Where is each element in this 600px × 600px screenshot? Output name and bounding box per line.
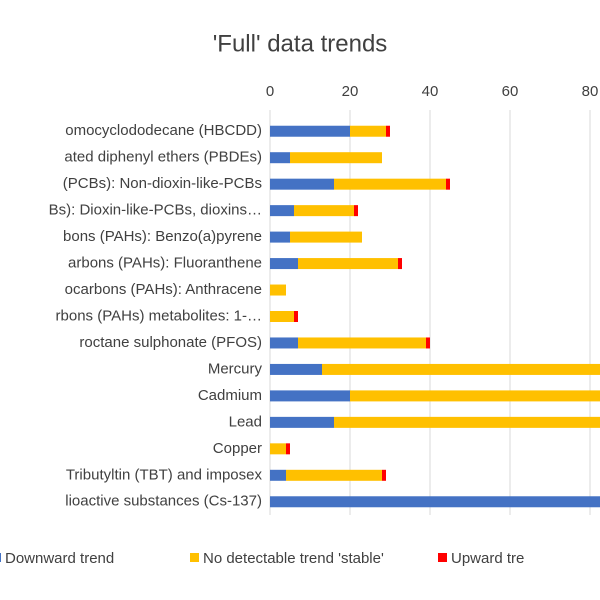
bar-segment bbox=[270, 258, 298, 270]
y-tick-label: ated diphenyl ethers (PBDEs) bbox=[64, 149, 262, 166]
x-tick-label: 60 bbox=[502, 83, 519, 100]
chart-title: 'Full' data trends bbox=[213, 30, 388, 57]
bar-segment bbox=[270, 125, 350, 137]
x-tick-label: 40 bbox=[422, 83, 439, 100]
x-tick-label: 80 bbox=[582, 83, 599, 100]
bar-segment bbox=[298, 337, 426, 349]
bar-segment bbox=[386, 125, 390, 137]
y-tick-label: bons (PAHs): Benzo(a)pyrene bbox=[63, 228, 262, 245]
bar-segment bbox=[322, 363, 600, 375]
bar-segment bbox=[354, 205, 358, 217]
y-tick-label: ocarbons (PAHs): Anthracene bbox=[65, 281, 262, 298]
bar-segment bbox=[270, 152, 290, 164]
y-tick-label: Copper bbox=[213, 440, 262, 457]
bar-segment bbox=[270, 496, 600, 508]
bar-segment bbox=[270, 390, 350, 402]
bar-segment bbox=[334, 178, 446, 190]
bar-segment bbox=[270, 231, 290, 243]
legend-swatch bbox=[438, 553, 447, 562]
bar-segment bbox=[294, 311, 298, 322]
bar-segment bbox=[270, 284, 286, 296]
y-tick-label: Bs): Dioxin-like-PCBs, dioxins… bbox=[49, 202, 262, 219]
x-tick-label: 0 bbox=[266, 83, 274, 100]
bar-segment bbox=[446, 178, 450, 190]
bar-segment bbox=[294, 205, 354, 217]
bar-segment bbox=[290, 231, 362, 243]
bar-segment bbox=[298, 258, 398, 270]
y-tick-label: Mercury bbox=[208, 360, 263, 377]
bar-segment bbox=[334, 416, 600, 428]
y-tick-label: omocyclododecane (HBCDD) bbox=[65, 122, 262, 139]
bar-segment bbox=[398, 258, 402, 270]
bar-segment bbox=[270, 311, 294, 322]
y-tick-label: rbons (PAHs) metabolites: 1-… bbox=[56, 307, 262, 324]
bar-segment bbox=[270, 443, 286, 455]
bar-segment bbox=[286, 469, 382, 481]
legend-label: Downward trend bbox=[5, 550, 114, 567]
bar-segment bbox=[350, 125, 386, 137]
y-tick-label: Lead bbox=[229, 413, 262, 430]
bar-segment bbox=[350, 390, 600, 402]
bar-segment bbox=[270, 363, 322, 375]
bar-segment bbox=[270, 205, 294, 217]
y-tick-label: Tributyltin (TBT) and imposex bbox=[66, 466, 263, 483]
y-tick-label: roctane sulphonate (PFOS) bbox=[79, 334, 262, 351]
bar-segment bbox=[290, 152, 382, 164]
legend-swatch bbox=[190, 553, 199, 562]
y-tick-label: Cadmium bbox=[198, 387, 262, 404]
y-tick-label: lioactive substances (Cs-137) bbox=[65, 493, 262, 510]
legend-label: Upward tre bbox=[451, 550, 524, 567]
bar-segment bbox=[382, 469, 386, 481]
x-tick-label: 20 bbox=[342, 83, 359, 100]
y-tick-label: (PCBs): Non-dioxin-like-PCBs bbox=[63, 175, 262, 192]
bar-segment bbox=[270, 469, 286, 481]
bar-segment bbox=[286, 443, 290, 455]
bar-segment bbox=[270, 416, 334, 428]
legend-label: No detectable trend 'stable' bbox=[203, 550, 384, 567]
y-tick-label: arbons (PAHs): Fluoranthene bbox=[68, 255, 262, 272]
legend-swatch bbox=[0, 553, 1, 562]
bar-segment bbox=[270, 178, 334, 190]
bar-segment bbox=[270, 337, 298, 349]
bar-segment bbox=[426, 337, 430, 349]
